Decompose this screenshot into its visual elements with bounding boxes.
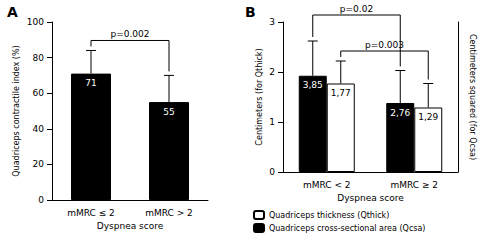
svg-text:p=0.003: p=0.003	[365, 40, 404, 50]
svg-text:100: 100	[27, 17, 44, 27]
svg-text:Dyspnea score: Dyspnea score	[97, 221, 164, 231]
svg-text:1,29: 1,29	[418, 112, 438, 122]
svg-text:p=0.002: p=0.002	[110, 29, 149, 39]
svg-text:1: 1	[269, 117, 275, 127]
svg-text:71: 71	[85, 78, 96, 88]
svg-text:3,85: 3,85	[303, 80, 323, 90]
svg-text:mMRC < 2: mMRC < 2	[303, 180, 351, 190]
svg-text:Quadriceps thickness (Qthick): Quadriceps thickness (Qthick)	[269, 211, 389, 220]
svg-text:3: 3	[269, 17, 275, 27]
svg-text:mMRC ≤ 2: mMRC ≤ 2	[67, 208, 115, 218]
svg-text:20: 20	[33, 159, 45, 169]
svg-text:Centimeters (for Qthick): Centimeters (for Qthick)	[255, 48, 264, 145]
svg-text:mMRC ≥ 2: mMRC ≥ 2	[390, 180, 438, 190]
svg-text:55: 55	[163, 107, 174, 117]
svg-text:B: B	[245, 4, 256, 20]
svg-text:80: 80	[33, 53, 45, 63]
svg-text:Dyspnea score: Dyspnea score	[337, 193, 404, 203]
svg-text:0: 0	[38, 195, 44, 205]
svg-text:0: 0	[269, 167, 275, 177]
svg-text:40: 40	[33, 124, 45, 134]
svg-text:1,77: 1,77	[331, 88, 351, 98]
svg-text:A: A	[7, 4, 18, 20]
svg-text:60: 60	[33, 88, 45, 98]
svg-text:Quadriceps contractile index (: Quadriceps contractile index (%)	[12, 45, 21, 176]
svg-text:p=0.02: p=0.02	[340, 4, 373, 14]
svg-text:Centimeters squared (for Qcsa): Centimeters squared (for Qcsa)	[468, 34, 477, 160]
svg-text:2: 2	[269, 67, 275, 77]
svg-text:Quadriceps cross-sectional are: Quadriceps cross-sectional area (Qcsa)	[269, 224, 425, 233]
svg-text:2,76: 2,76	[390, 108, 410, 118]
svg-text:mMRC > 2: mMRC > 2	[145, 208, 193, 218]
